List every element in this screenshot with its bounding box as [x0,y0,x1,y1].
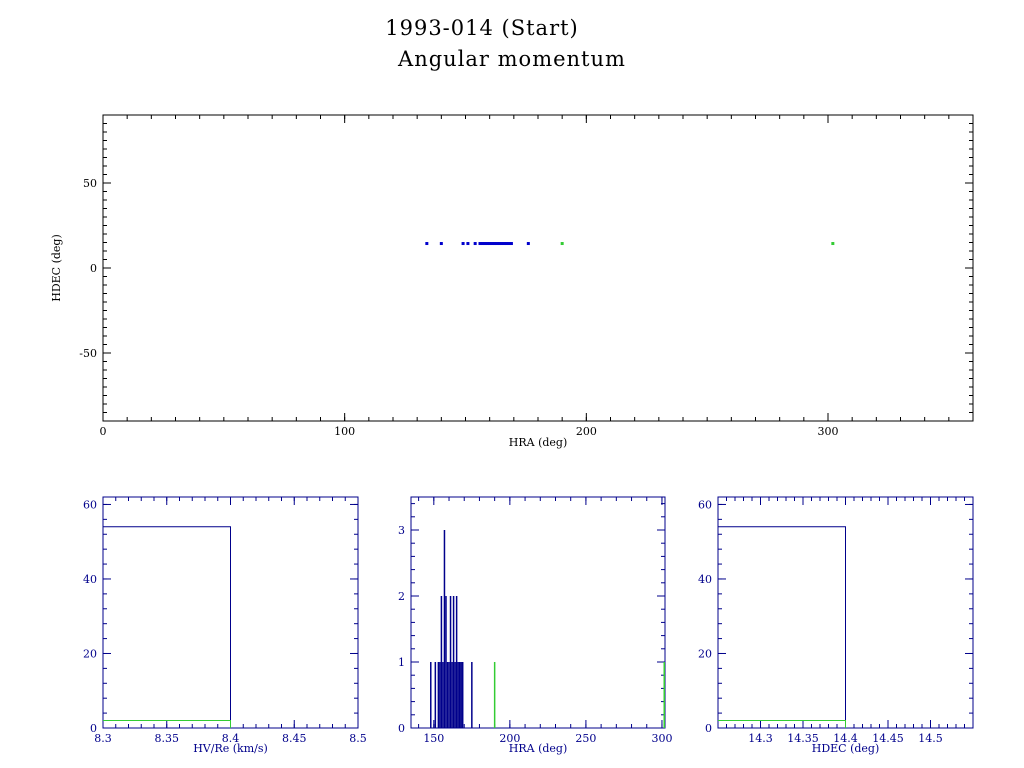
data-point [526,242,530,246]
data-point [425,242,429,246]
y-tick-label: 40 [698,573,712,586]
data-point [480,242,484,246]
data-point [493,242,496,246]
data-point [509,242,513,246]
plot-hist-hv: 8.3 8.35 8.4 8.45 8.5 0 20 40 60 HV/Re (km/s) [83,496,367,755]
x-tick-label: 8.4 [222,732,240,745]
x-tick-label: 8.3 [94,732,112,745]
histogram-bin [718,720,846,728]
histogram-bin [103,526,231,728]
x-axis-label: HV/Re (km/s) [193,742,268,755]
x-tick-label: 150 [423,732,444,745]
data-point [831,242,835,246]
histogram-bin [718,526,846,728]
y-tick-label: 0 [90,722,97,735]
x-tick-label: 200 [576,425,597,438]
x-tick-label: 8.5 [349,732,367,745]
data-point [507,242,511,246]
plot-frame [102,114,974,422]
x-tick-label: 200 [499,732,520,745]
data-point [500,242,504,246]
y-tick-label: 2 [398,590,405,603]
data-point [495,242,499,246]
y-tick-label: 60 [83,498,97,511]
data-point [497,242,501,246]
histogram-bin [103,720,231,728]
x-tick-label: 14.45 [872,732,904,745]
data-point [490,242,494,246]
data-point [560,242,564,246]
y-tick-label: 3 [398,524,405,537]
data-point [478,242,482,246]
y-tick-label: 1 [398,656,405,669]
x-tick-label: 250 [575,732,596,745]
y-tick-label: -50 [79,347,97,360]
data-point [461,242,465,246]
y-tick-label: 50 [83,177,97,190]
data-point [502,242,506,246]
x-tick-label: 8.45 [282,732,307,745]
y-tick-label: 40 [83,573,97,586]
y-axis-label: HDEC (deg) [50,234,63,302]
x-tick-label: 8.35 [155,732,180,745]
data-point [505,242,509,246]
plot-hist-hra: 150 200 250 300 0 1 2 3 HRA (deg) [398,496,672,755]
y-tick-label: 0 [90,262,97,275]
data-point [439,242,443,246]
y-tick-label: 20 [698,647,712,660]
plot-hist-hdec: 14.3 14.35 14.4 14.45 14.5 0 20 40 60 HDEC (deg) [698,496,974,755]
x-tick-label: 0 [100,425,107,438]
data-point [483,242,487,246]
x-tick-label: 300 [818,425,839,438]
plot-frame [410,496,666,729]
data-point [466,242,470,246]
chart-title-line2: Angular momentum [398,47,626,71]
x-axis-label: HRA (deg) [509,436,568,449]
data-point [473,242,477,246]
x-tick-label: 300 [651,732,672,745]
x-tick-label: 14.3 [748,732,773,745]
y-tick-label: 0 [398,722,405,735]
data-point [485,242,489,246]
chart-title-line1: 1993-014 (Start) [385,16,579,40]
y-tick-label: 60 [698,498,712,511]
x-tick-label: 14.35 [787,732,819,745]
y-tick-label: 0 [705,722,712,735]
x-tick-label: 14.5 [918,732,943,745]
x-tick-label: 100 [334,425,355,438]
plot-main-scatter: 0 100 200 300 -50 0 50 HRA (deg) HDEC (deg) [50,114,974,449]
x-tick-label: 14.4 [833,732,858,745]
x-axis-label: HRA (deg) [509,742,568,755]
x-axis-label: HDEC (deg) [812,742,880,755]
y-tick-label: 20 [83,647,97,660]
data-point [488,242,492,246]
